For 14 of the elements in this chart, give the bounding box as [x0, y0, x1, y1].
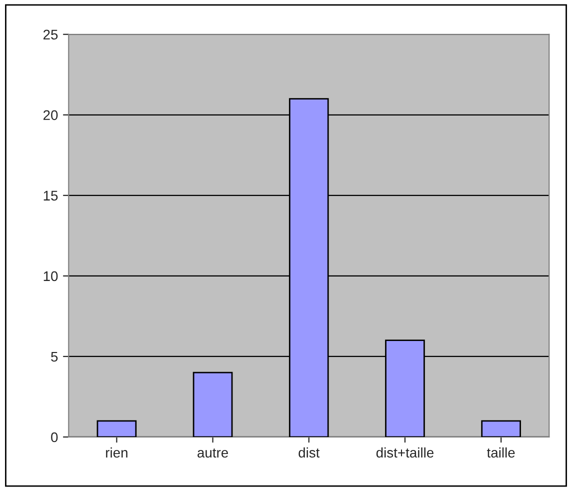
bar — [192, 372, 233, 437]
x-tick-label: dist+taille — [376, 447, 434, 458]
y-tick-label: 25 — [43, 30, 58, 40]
y-tick-label: 15 — [44, 190, 58, 201]
y-tick-label: 0 — [51, 432, 58, 442]
x-tick-label: autre — [198, 448, 228, 458]
x-tick-label: dist — [298, 447, 320, 458]
bar — [481, 420, 521, 437]
bar — [96, 420, 137, 437]
y-tick-label: 20 — [43, 110, 58, 120]
x-tick-label: rien — [106, 447, 128, 458]
y-tick-label: 10 — [44, 271, 58, 282]
y-tick-label: 5 — [51, 352, 58, 362]
x-tick-label: taille — [487, 447, 515, 458]
